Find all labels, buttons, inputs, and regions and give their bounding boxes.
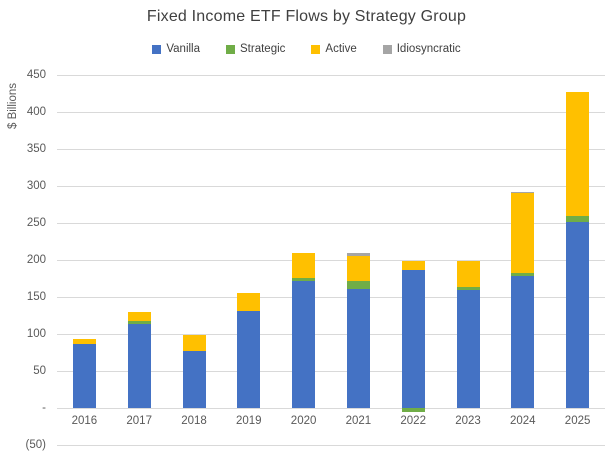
bar-segment-strategic-2022 xyxy=(401,408,425,412)
legend-swatch-idiosyncratic xyxy=(382,44,392,54)
bar-segment-active-2020 xyxy=(292,253,316,278)
legend-swatch-vanilla xyxy=(152,44,162,54)
x-tick-label-2019: 2019 xyxy=(236,415,262,427)
bar-segment-vanilla-2016 xyxy=(72,344,96,408)
gridline xyxy=(57,111,605,113)
legend-label-vanilla: Vanilla xyxy=(166,43,201,55)
bar-segment-vanilla-2021 xyxy=(346,288,370,408)
legend-item-strategic: Strategic xyxy=(226,43,285,55)
y-tick-label: - xyxy=(42,402,46,414)
gridline xyxy=(57,370,605,372)
gridline xyxy=(57,296,605,298)
gridline xyxy=(57,333,605,335)
y-tick-label: 100 xyxy=(26,328,46,340)
bar-segment-active-2018 xyxy=(182,334,206,351)
bar-segment-vanilla-2025 xyxy=(566,221,590,408)
x-tick-label-2025: 2025 xyxy=(564,415,591,427)
gridline xyxy=(57,407,605,409)
x-tick-label-2020: 2020 xyxy=(290,415,317,427)
bar-segment-vanilla-2022 xyxy=(401,270,425,408)
legend-item-active: Active xyxy=(311,43,357,55)
chart-title: Fixed Income ETF Flows by Strategy Group xyxy=(146,8,467,25)
x-tick-label-2018: 2018 xyxy=(181,415,207,427)
y-tick-label: (50) xyxy=(25,439,46,451)
y-tick-label: 250 xyxy=(26,217,46,229)
x-tick-label-2017: 2017 xyxy=(126,415,152,427)
bar-segment-active-2025 xyxy=(566,92,590,216)
plot-area xyxy=(57,74,605,446)
x-tick-label-2022: 2022 xyxy=(400,415,426,427)
x-tick-label-2024: 2024 xyxy=(510,415,536,427)
gridline xyxy=(57,444,605,446)
x-tick-label-2023: 2023 xyxy=(455,415,481,427)
gridline xyxy=(57,259,605,261)
gridline xyxy=(57,185,605,187)
legend-swatch-strategic xyxy=(226,44,236,54)
bar-segment-strategic-2020 xyxy=(292,277,316,281)
bar-segment-active-2022 xyxy=(401,260,425,271)
bar-segment-strategic-2023 xyxy=(456,287,480,290)
y-tick-label: 350 xyxy=(26,143,46,155)
bar-segment-strategic-2021 xyxy=(346,280,370,289)
bar-segment-vanilla-2017 xyxy=(127,324,151,408)
bar-segment-vanilla-2020 xyxy=(292,280,316,408)
bar-segment-active-2017 xyxy=(127,311,151,322)
y-tick-label: 200 xyxy=(26,254,46,266)
x-tick-label-2021: 2021 xyxy=(345,415,372,427)
bar-segment-vanilla-2019 xyxy=(237,311,261,408)
gridline xyxy=(57,222,605,224)
legend-label-idiosyncratic: Idiosyncratic xyxy=(396,43,461,55)
bar-segment-active-2024 xyxy=(511,193,535,273)
bar-segment-active-2021 xyxy=(346,256,370,281)
legend-item-vanilla: Vanilla xyxy=(152,43,200,55)
bar-segment-active-2019 xyxy=(237,292,261,312)
legend-swatch-active xyxy=(311,44,321,54)
y-tick-label: 450 xyxy=(26,69,46,81)
bar-segment-strategic-2025 xyxy=(566,215,590,222)
bar-segment-vanilla-2018 xyxy=(182,351,206,408)
bar-segment-vanilla-2023 xyxy=(456,289,480,408)
y-tick-label: 300 xyxy=(26,180,46,192)
bar-segment-active-2023 xyxy=(456,261,480,288)
bar-segment-strategic-2017 xyxy=(127,321,151,325)
gridline xyxy=(57,148,605,150)
bar-segment-strategic-2024 xyxy=(511,272,535,276)
legend-label-active: Active xyxy=(325,43,357,55)
bar-segment-active-2016 xyxy=(72,339,96,345)
gridline xyxy=(57,74,605,76)
bar-segment-idiosyncratic-2024 xyxy=(511,191,535,194)
bar-segment-idiosyncratic-2021 xyxy=(346,252,370,257)
y-tick-label: 50 xyxy=(33,365,46,377)
y-tick-label: 150 xyxy=(26,291,46,303)
x-tick-label-2016: 2016 xyxy=(71,415,98,427)
y-tick-label: 400 xyxy=(26,106,46,118)
legend-label-strategic: Strategic xyxy=(240,43,286,55)
legend-item-idiosyncratic: Idiosyncratic xyxy=(382,43,461,55)
chart-legend: Vanilla Strategic Active Idiosyncratic xyxy=(0,41,613,57)
bar-segment-vanilla-2024 xyxy=(511,275,535,408)
